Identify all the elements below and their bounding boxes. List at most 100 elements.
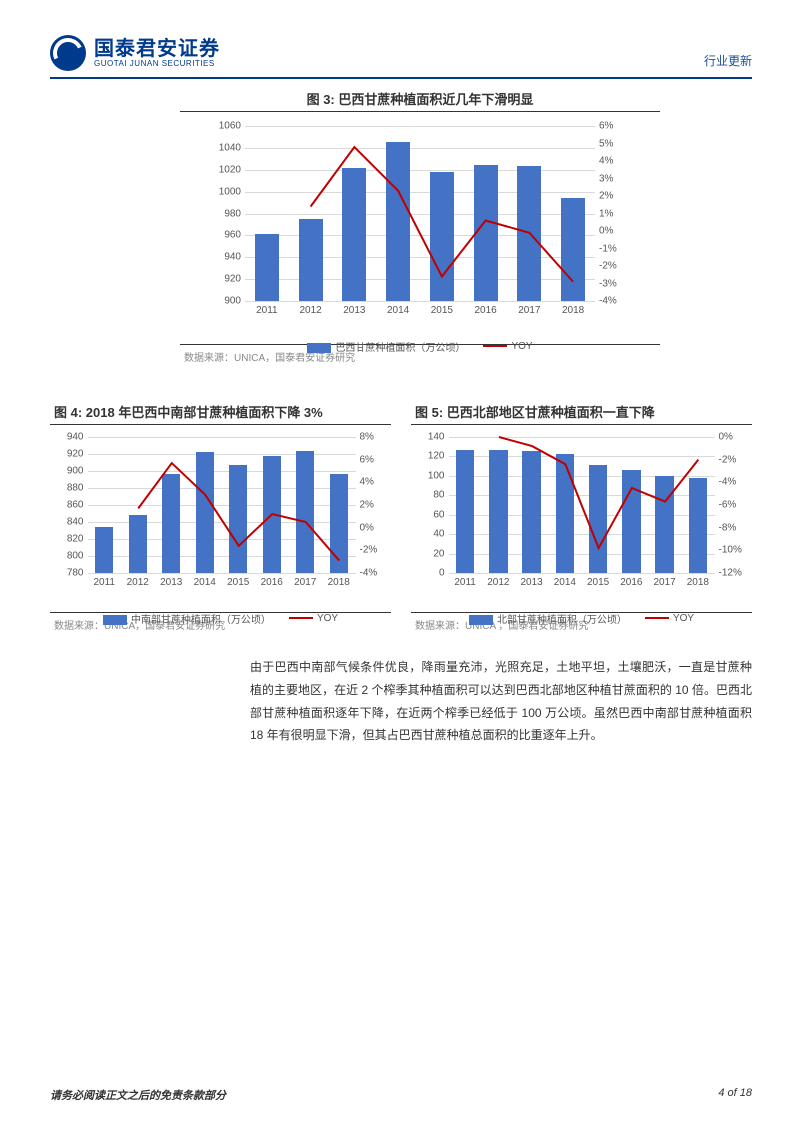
x-tick: 2012 — [127, 573, 149, 588]
y1-tick: 40 — [433, 529, 448, 540]
y2-tick: 1% — [595, 208, 613, 219]
y1-tick: 860 — [67, 500, 88, 511]
x-tick: 2018 — [328, 573, 350, 588]
x-tick: 2014 — [387, 301, 409, 316]
figure-3: 图 3: 巴西甘蔗种植面积近几年下滑明显 9009209409609801000… — [180, 89, 660, 366]
y2-tick: -2% — [595, 261, 617, 272]
fig4-chart: 780800820840860880900920940-4%-2%0%2%4%6… — [56, 429, 386, 609]
x-tick: 2013 — [343, 301, 365, 316]
yoy-line — [88, 437, 356, 573]
page-footer: 请务必阅读正文之后的免责条款部分 4 of 18 — [50, 1087, 752, 1103]
y1-tick: 1060 — [219, 121, 245, 132]
x-tick: 2017 — [294, 573, 316, 588]
y1-tick: 940 — [67, 432, 88, 443]
y2-tick: 8% — [356, 432, 374, 443]
legend: 北部甘蔗种植面积（万公顷） YOY — [417, 591, 747, 626]
y2-tick: -10% — [715, 545, 742, 556]
y1-tick: 920 — [67, 449, 88, 460]
x-tick: 2018 — [562, 301, 584, 316]
y2-tick: 3% — [595, 173, 613, 184]
y2-tick: 2% — [595, 191, 613, 202]
fig5-chart: 020406080100120140-12%-10%-8%-6%-4%-2%0%… — [417, 429, 747, 609]
y1-tick: 1000 — [219, 186, 245, 197]
x-tick: 2017 — [654, 573, 676, 588]
logo-text-cn: 国泰君安证券 — [94, 39, 220, 59]
x-tick: 2015 — [587, 573, 609, 588]
x-tick: 2015 — [431, 301, 453, 316]
legend-bar: 北部甘蔗种植面积（万公顷） — [469, 611, 627, 626]
x-tick: 2011 — [454, 573, 476, 588]
y2-tick: 2% — [356, 500, 374, 511]
y1-tick: 920 — [224, 274, 245, 285]
y1-tick: 80 — [433, 490, 448, 501]
y2-tick: 0% — [356, 522, 374, 533]
x-tick: 2017 — [518, 301, 540, 316]
legend-line: YOY — [645, 613, 694, 624]
y1-tick: 880 — [67, 483, 88, 494]
y1-tick: 1020 — [219, 164, 245, 175]
y2-tick: 4% — [595, 156, 613, 167]
plot-area: 020406080100120140-12%-10%-8%-6%-4%-2%0%… — [449, 437, 715, 573]
logo-block: 国泰君安证券 GUOTAI JUNAN SECURITIES — [50, 35, 220, 71]
y2-tick: -4% — [595, 296, 617, 307]
y1-tick: 780 — [67, 568, 88, 579]
fig4-title: 图 4: 2018 年巴西中南部甘蔗种植面积下降 3% — [50, 402, 391, 425]
y2-tick: -6% — [715, 500, 737, 511]
legend-line: YOY — [289, 613, 338, 624]
y2-tick: 0% — [595, 226, 613, 237]
figure-row: 图 4: 2018 年巴西中南部甘蔗种植面积下降 3% 780800820840… — [50, 396, 752, 634]
legend-line: YOY — [483, 341, 532, 352]
legend-bar: 巴西甘蔗种植面积（万公顷） — [307, 339, 465, 354]
y2-tick: -2% — [356, 545, 378, 556]
y1-tick: 1040 — [219, 142, 245, 153]
x-tick: 2011 — [93, 573, 115, 588]
doc-type: 行业更新 — [704, 52, 752, 71]
y2-tick: 0% — [715, 432, 733, 443]
y1-tick: 20 — [433, 548, 448, 559]
yoy-line — [449, 437, 715, 573]
x-tick: 2013 — [160, 573, 182, 588]
y2-tick: -3% — [595, 278, 617, 289]
x-tick: 2014 — [554, 573, 576, 588]
y2-tick: -4% — [715, 477, 737, 488]
y1-tick: 900 — [224, 296, 245, 307]
y1-tick: 820 — [67, 534, 88, 545]
y1-tick: 800 — [67, 551, 88, 562]
x-tick: 2012 — [300, 301, 322, 316]
y2-tick: -8% — [715, 522, 737, 533]
legend: 巴西甘蔗种植面积（万公顷） YOY — [205, 319, 635, 354]
footer-page: 4 of 18 — [718, 1087, 752, 1103]
y1-tick: 900 — [67, 466, 88, 477]
page-header: 国泰君安证券 GUOTAI JUNAN SECURITIES 行业更新 — [50, 35, 752, 79]
x-tick: 2016 — [261, 573, 283, 588]
legend: 中南部甘蔗种植面积（万公顷） YOY — [56, 591, 386, 626]
fig5-title: 图 5: 巴西北部地区甘蔗种植面积一直下降 — [411, 402, 752, 425]
body-paragraph: 由于巴西中南部气候条件优良，降雨量充沛，光照充足，土地平坦，土壤肥沃，一直是甘蔗… — [250, 656, 752, 747]
y2-tick: 6% — [595, 121, 613, 132]
yoy-line — [245, 126, 595, 301]
logo-icon — [50, 35, 86, 71]
y2-tick: 4% — [356, 477, 374, 488]
x-tick: 2014 — [194, 573, 216, 588]
x-tick: 2015 — [227, 573, 249, 588]
y1-tick: 140 — [428, 432, 449, 443]
y1-tick: 960 — [224, 230, 245, 241]
y1-tick: 0 — [439, 568, 449, 579]
x-tick: 2016 — [620, 573, 642, 588]
fig3-title: 图 3: 巴西甘蔗种植面积近几年下滑明显 — [180, 89, 660, 112]
y1-tick: 980 — [224, 208, 245, 219]
plot-area: 780800820840860880900920940-4%-2%0%2%4%6… — [88, 437, 356, 573]
legend-bar: 中南部甘蔗种植面积（万公顷） — [103, 611, 271, 626]
x-tick: 2018 — [687, 573, 709, 588]
x-tick: 2011 — [256, 301, 278, 316]
y1-tick: 840 — [67, 517, 88, 528]
y1-tick: 60 — [433, 509, 448, 520]
y1-tick: 120 — [428, 451, 449, 462]
x-tick: 2012 — [487, 573, 509, 588]
figure-5: 图 5: 巴西北部地区甘蔗种植面积一直下降 020406080100120140… — [411, 396, 752, 634]
footer-disclaimer: 请务必阅读正文之后的免责条款部分 — [50, 1087, 226, 1103]
y1-tick: 100 — [428, 470, 449, 481]
y2-tick: 6% — [356, 454, 374, 465]
x-tick: 2016 — [475, 301, 497, 316]
y2-tick: -1% — [595, 243, 617, 254]
